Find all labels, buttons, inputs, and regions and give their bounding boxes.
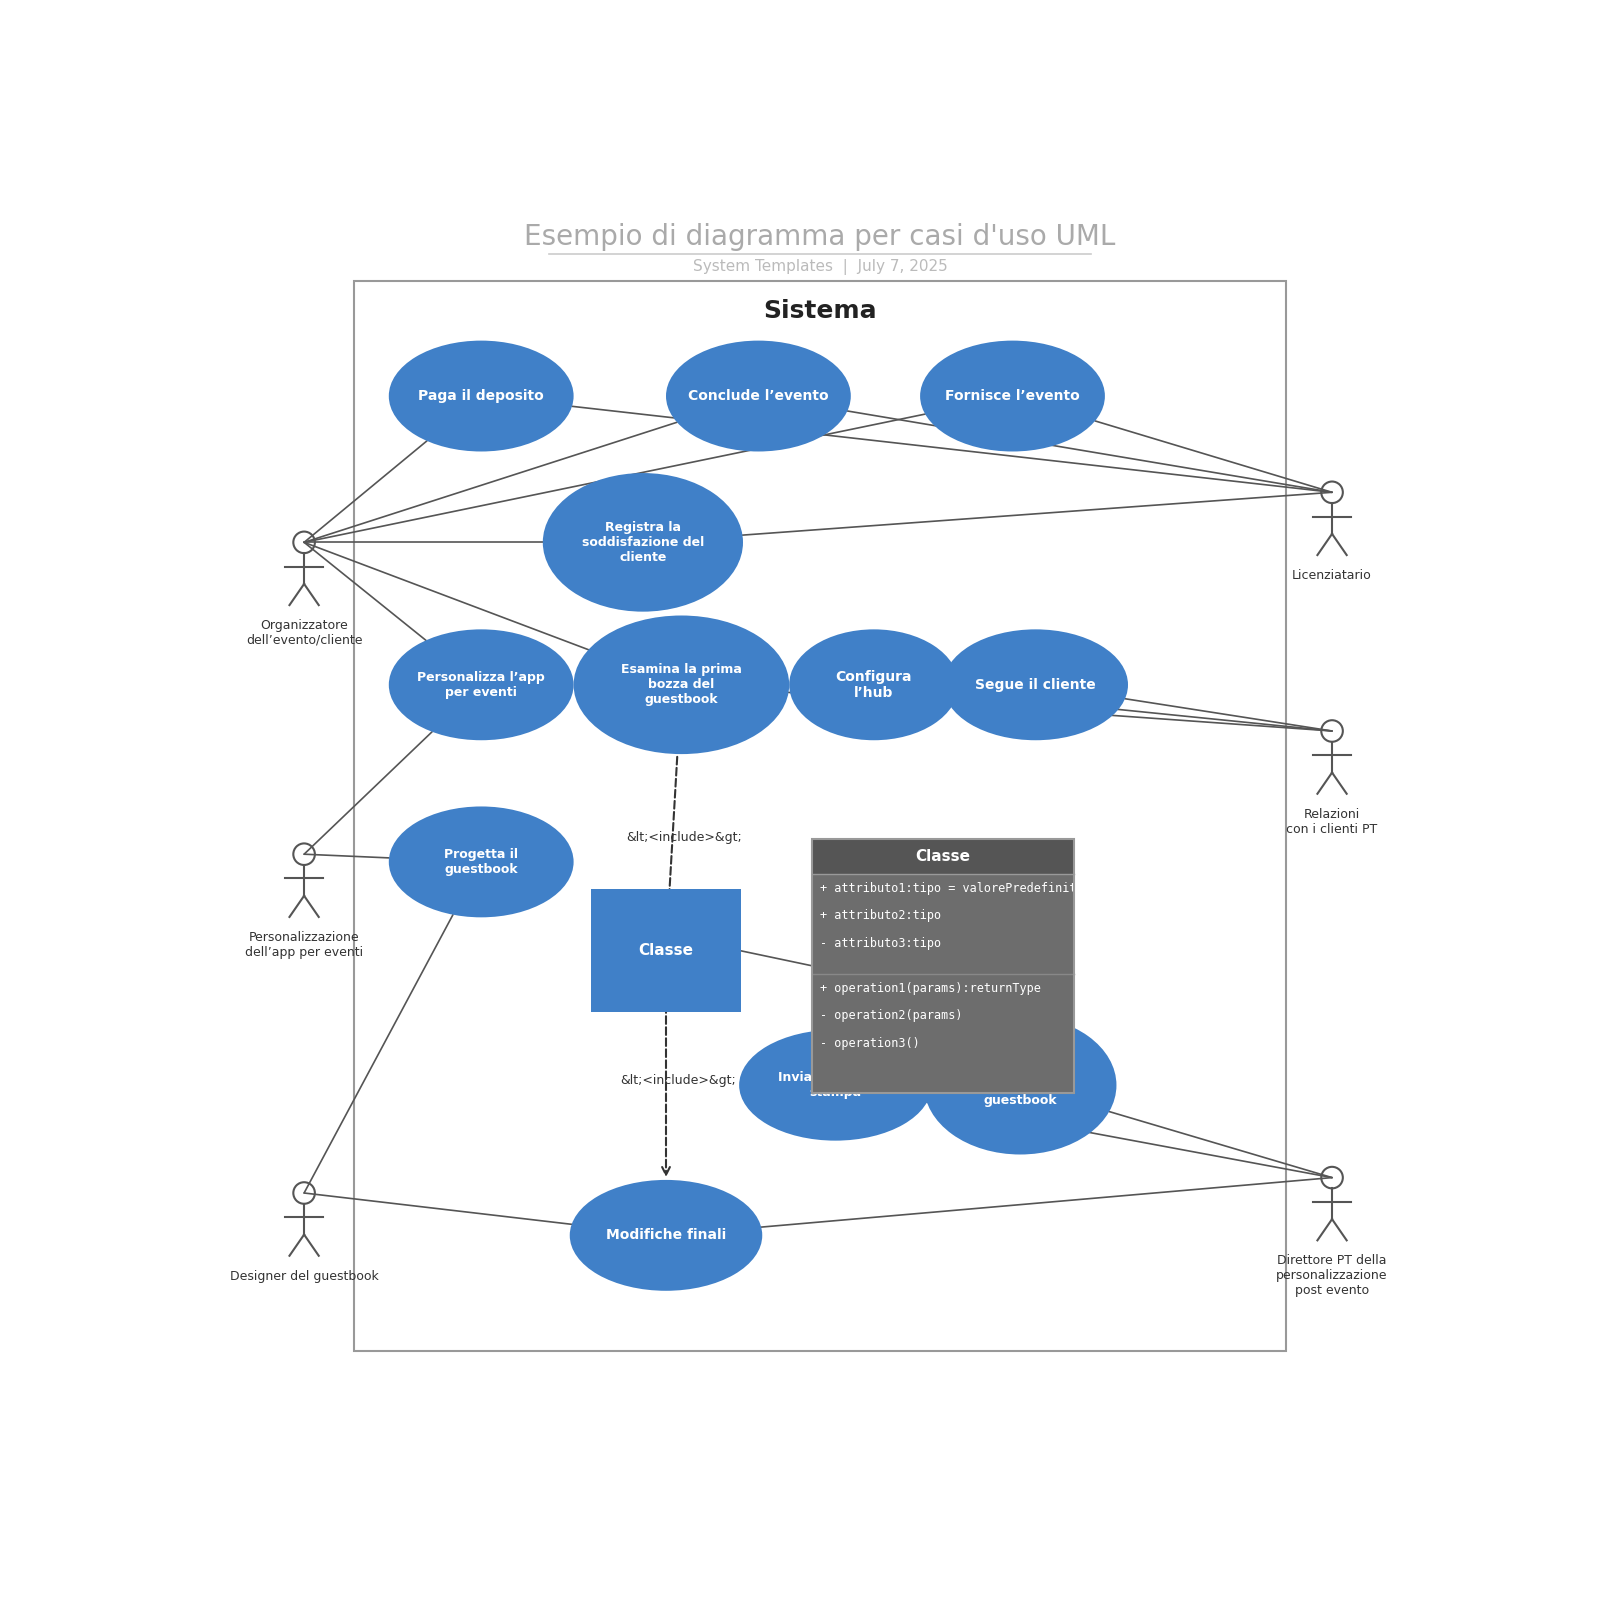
Text: Fornisce l’evento: Fornisce l’evento bbox=[946, 389, 1080, 403]
Text: Dirige la
creazione del
guestbook: Dirige la creazione del guestbook bbox=[973, 1064, 1067, 1107]
Text: Licenziatario: Licenziatario bbox=[1293, 570, 1371, 582]
Text: Personalizzazione
dell’app per eventi: Personalizzazione dell’app per eventi bbox=[245, 931, 363, 958]
Text: Sistema: Sistema bbox=[763, 299, 877, 323]
Text: Segue il cliente: Segue il cliente bbox=[976, 678, 1096, 691]
Ellipse shape bbox=[389, 629, 574, 741]
Text: Esempio di diagramma per casi d'uso UML: Esempio di diagramma per casi d'uso UML bbox=[525, 222, 1115, 251]
Text: - operation2(params): - operation2(params) bbox=[819, 1010, 963, 1022]
Text: Personalizza l’app
per eventi: Personalizza l’app per eventi bbox=[418, 670, 546, 699]
Text: &lt;<include>&gt;: &lt;<include>&gt; bbox=[619, 1074, 736, 1086]
Text: Modifiche finali: Modifiche finali bbox=[606, 1229, 726, 1242]
Text: + attributo1:tipo = valorePredefinito: + attributo1:tipo = valorePredefinito bbox=[819, 882, 1083, 894]
FancyBboxPatch shape bbox=[592, 890, 741, 1011]
FancyBboxPatch shape bbox=[354, 280, 1286, 1350]
Ellipse shape bbox=[570, 1179, 762, 1291]
Text: Paga il deposito: Paga il deposito bbox=[418, 389, 544, 403]
Ellipse shape bbox=[923, 1016, 1117, 1155]
Text: Registra la
soddisfazione del
cliente: Registra la soddisfazione del cliente bbox=[582, 522, 704, 563]
Text: Designer del guestbook: Designer del guestbook bbox=[230, 1270, 379, 1283]
Text: Organizzatore
dell’evento/cliente: Organizzatore dell’evento/cliente bbox=[246, 619, 362, 646]
Ellipse shape bbox=[389, 806, 574, 917]
Ellipse shape bbox=[739, 1030, 931, 1141]
Text: - attributo3:tipo: - attributo3:tipo bbox=[819, 938, 941, 950]
FancyBboxPatch shape bbox=[813, 838, 1074, 874]
Text: Classe: Classe bbox=[915, 850, 971, 864]
Text: Conclude l’evento: Conclude l’evento bbox=[688, 389, 829, 403]
Text: Relazioni
con i clienti PT: Relazioni con i clienti PT bbox=[1286, 808, 1378, 835]
Ellipse shape bbox=[942, 629, 1128, 741]
Text: Invia alla fase di
stampa: Invia alla fase di stampa bbox=[778, 1072, 893, 1099]
Text: Esamina la prima
bozza del
guestbook: Esamina la prima bozza del guestbook bbox=[621, 664, 742, 706]
Text: + operation1(params):returnType: + operation1(params):returnType bbox=[819, 982, 1042, 995]
Text: System Templates  |  July 7, 2025: System Templates | July 7, 2025 bbox=[693, 259, 947, 275]
Ellipse shape bbox=[574, 616, 789, 754]
Text: Progetta il
guestbook: Progetta il guestbook bbox=[445, 848, 518, 875]
Ellipse shape bbox=[920, 341, 1106, 451]
Ellipse shape bbox=[666, 341, 851, 451]
Ellipse shape bbox=[542, 474, 742, 611]
Text: - operation3(): - operation3() bbox=[819, 1037, 920, 1050]
Text: Classe: Classe bbox=[638, 942, 693, 958]
Text: &lt;<include>&gt;: &lt;<include>&gt; bbox=[626, 830, 742, 843]
FancyBboxPatch shape bbox=[813, 838, 1074, 1093]
Text: Configura
l’hub: Configura l’hub bbox=[835, 670, 912, 699]
Text: + attributo2:tipo: + attributo2:tipo bbox=[819, 909, 941, 922]
Text: Direttore PT della
personalizzazione
post evento: Direttore PT della personalizzazione pos… bbox=[1277, 1254, 1387, 1298]
Ellipse shape bbox=[389, 341, 574, 451]
Ellipse shape bbox=[789, 629, 958, 741]
